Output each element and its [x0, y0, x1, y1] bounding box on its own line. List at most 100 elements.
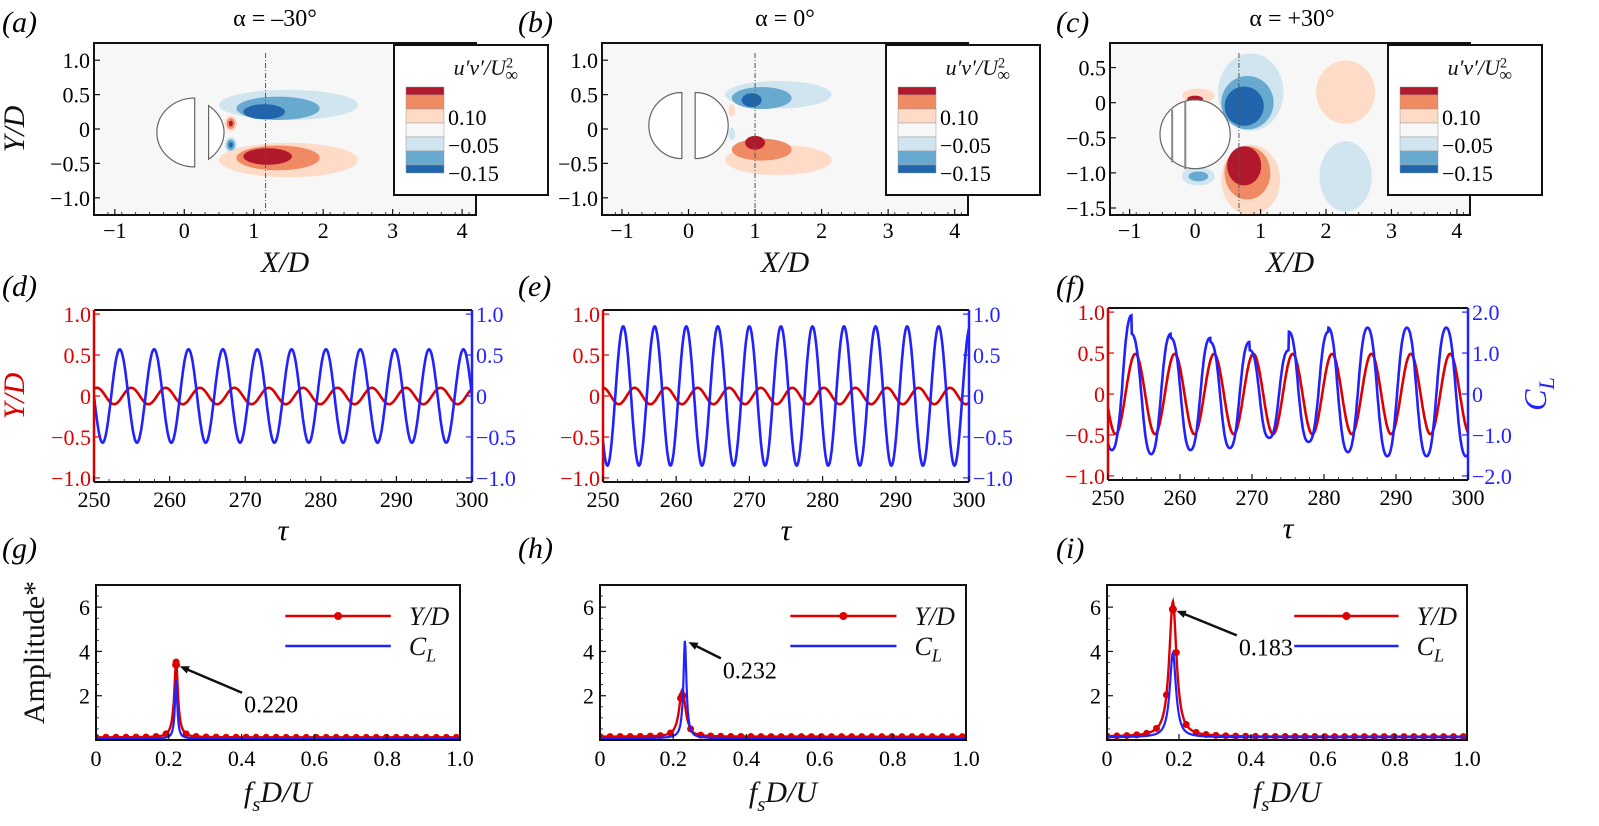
x-tick-label: 2 [318, 218, 329, 243]
panel-title: α = –30° [233, 6, 317, 32]
y-tick-label: 0.5 [63, 83, 91, 108]
y-tick-label: −0.5 [558, 151, 598, 176]
panel-d: (d) 250 260 270 280 290 300 1.0 0.5 0 −0.5 −1.0 1.0 0… [0, 270, 516, 547]
colorbar-swatch [1399, 86, 1439, 96]
y-tick-label-left: 1.0 [573, 302, 601, 327]
y-tick-label-right: −1.0 [476, 466, 516, 491]
y-tick-label-right: 1.0 [476, 302, 504, 327]
y-tick-label: 2 [1090, 684, 1101, 709]
colorbar-label: −0.15 [940, 161, 991, 186]
y-tick-label: −0.5 [1066, 126, 1106, 151]
colorbar-legend: u′v′/U2 ∞ 0.10 −0.05 −0.15 [885, 44, 1041, 196]
x-tick-label: 300 [1452, 485, 1485, 510]
annotation-label: 0.232 [723, 658, 777, 684]
x-tick-label: 0.4 [733, 746, 761, 771]
contour-region-pos [728, 104, 736, 117]
x-tick-label: 290 [380, 487, 413, 512]
contour-region-pos [1316, 60, 1376, 124]
contour-region-neg [728, 127, 736, 141]
cylinder-shape [1159, 99, 1231, 170]
colorbar-label: 0.10 [1442, 105, 1481, 130]
series-marker-yd [666, 729, 674, 737]
colorbar-legend: u′v′/U2 ∞ 0.10 −0.05 −0.15 [1387, 44, 1543, 196]
x-tick-label: 0.2 [659, 746, 687, 771]
series-marker-yd [1153, 724, 1160, 732]
contour-region-neg [1319, 141, 1372, 212]
panel-e: (e) 250 260 270 280 290 300 1.0 0.5 0 −0.5 −1.0 1.0 0… [518, 270, 1013, 547]
colorbar-swatch [1399, 136, 1439, 152]
plot-background [603, 310, 969, 482]
y-tick-label: 4 [1090, 639, 1101, 664]
y-tick-label: 6 [1090, 595, 1101, 620]
y-tick-label: −1.0 [50, 186, 90, 211]
body-geometry [648, 91, 729, 160]
y-tick-label-left: −1.0 [1065, 464, 1105, 489]
x-tick-label: −1 [610, 218, 633, 243]
x-tick-label: 3 [387, 218, 398, 243]
y-tick-label: 6 [583, 595, 594, 620]
annotation-arrow [691, 642, 722, 660]
x-axis-label: X/D [260, 246, 310, 279]
colorbar-swatch [405, 150, 445, 166]
x-axis-label: τ [1283, 512, 1295, 545]
splitter-arc-shape [208, 104, 225, 161]
y-tick-label: −0.5 [50, 151, 90, 176]
x-tick-label: 4 [1451, 218, 1462, 243]
x-tick-label: 1.0 [952, 746, 980, 771]
colorbar-title: u′v′/U2 ∞ [946, 55, 1010, 85]
series-line-cl [1108, 313, 1468, 458]
y-tick-label: −1.5 [1066, 196, 1106, 221]
contour-region-pos [228, 120, 233, 127]
colorbar-swatch [405, 94, 445, 110]
legend-label-yd: Y/D [914, 602, 955, 631]
colorbar-swatch [405, 86, 445, 96]
y-tick-label-right: 0 [476, 384, 487, 409]
contour-region-neg [731, 87, 792, 110]
annotation-label: 0.183 [1239, 635, 1293, 661]
colorbar-label: 0.10 [940, 105, 979, 130]
colorbar-swatch [897, 86, 937, 96]
panel-f: (f) 250 260 270 280 290 300 1.0 0.5 0 −0.5 −1.0 2.0 1… [1056, 270, 1559, 545]
y-tick-label-left: 0 [1094, 382, 1105, 407]
cylinder-shape [156, 97, 196, 168]
colorbar-label: −0.05 [1442, 133, 1493, 158]
x-tick-label: 0 [683, 218, 694, 243]
plot-background [1107, 585, 1467, 740]
legend: Y/DCL [1294, 602, 1457, 666]
y-tick-label-left: −0.5 [51, 425, 91, 450]
legend-label-cl: CL [409, 632, 436, 666]
colorbar-label: −0.15 [448, 161, 499, 186]
x-tick-label: 280 [304, 487, 337, 512]
x-tick-label: 0.2 [1165, 746, 1193, 771]
y-tick-label: 1.0 [571, 48, 599, 73]
series-line-cl [96, 680, 460, 740]
y-tick-label-right: −2.0 [1472, 464, 1512, 489]
y-axis-label: Y/D [0, 105, 31, 152]
series-line-yd [603, 386, 969, 406]
right-half-cylinder [694, 91, 729, 160]
y-tick-label: 0.5 [1079, 56, 1107, 81]
x-axis-label: X/D [1265, 246, 1315, 279]
x-tick-label: 1 [750, 218, 761, 243]
colorbar-swatch [897, 122, 937, 138]
x-axis-label: τ [781, 514, 793, 547]
series-marker-yd [1182, 720, 1190, 728]
panel-label: (h) [518, 532, 553, 565]
legend: Y/DCL [285, 602, 450, 666]
x-tick-label: 260 [660, 487, 693, 512]
y-tick-label: −1.0 [558, 186, 598, 211]
contour-region-pos [1227, 146, 1262, 186]
y-axis-label: Amplitude* [18, 581, 51, 724]
series-layer [94, 347, 472, 445]
x-tick-label: 1 [248, 218, 259, 243]
x-tick-label: 1.0 [1453, 746, 1481, 771]
colorbar-swatch [405, 164, 445, 174]
x-tick-label: 2 [816, 218, 827, 243]
contour-layer [1159, 53, 1376, 215]
colorbar-swatch [1399, 108, 1439, 124]
y-tick-label-right: 0 [973, 384, 984, 409]
annotation-arrowhead [1176, 610, 1187, 618]
x-tick-label: 3 [1386, 218, 1397, 243]
y-tick-label: 0 [1095, 91, 1106, 116]
x-tick-label: 0.8 [373, 746, 401, 771]
